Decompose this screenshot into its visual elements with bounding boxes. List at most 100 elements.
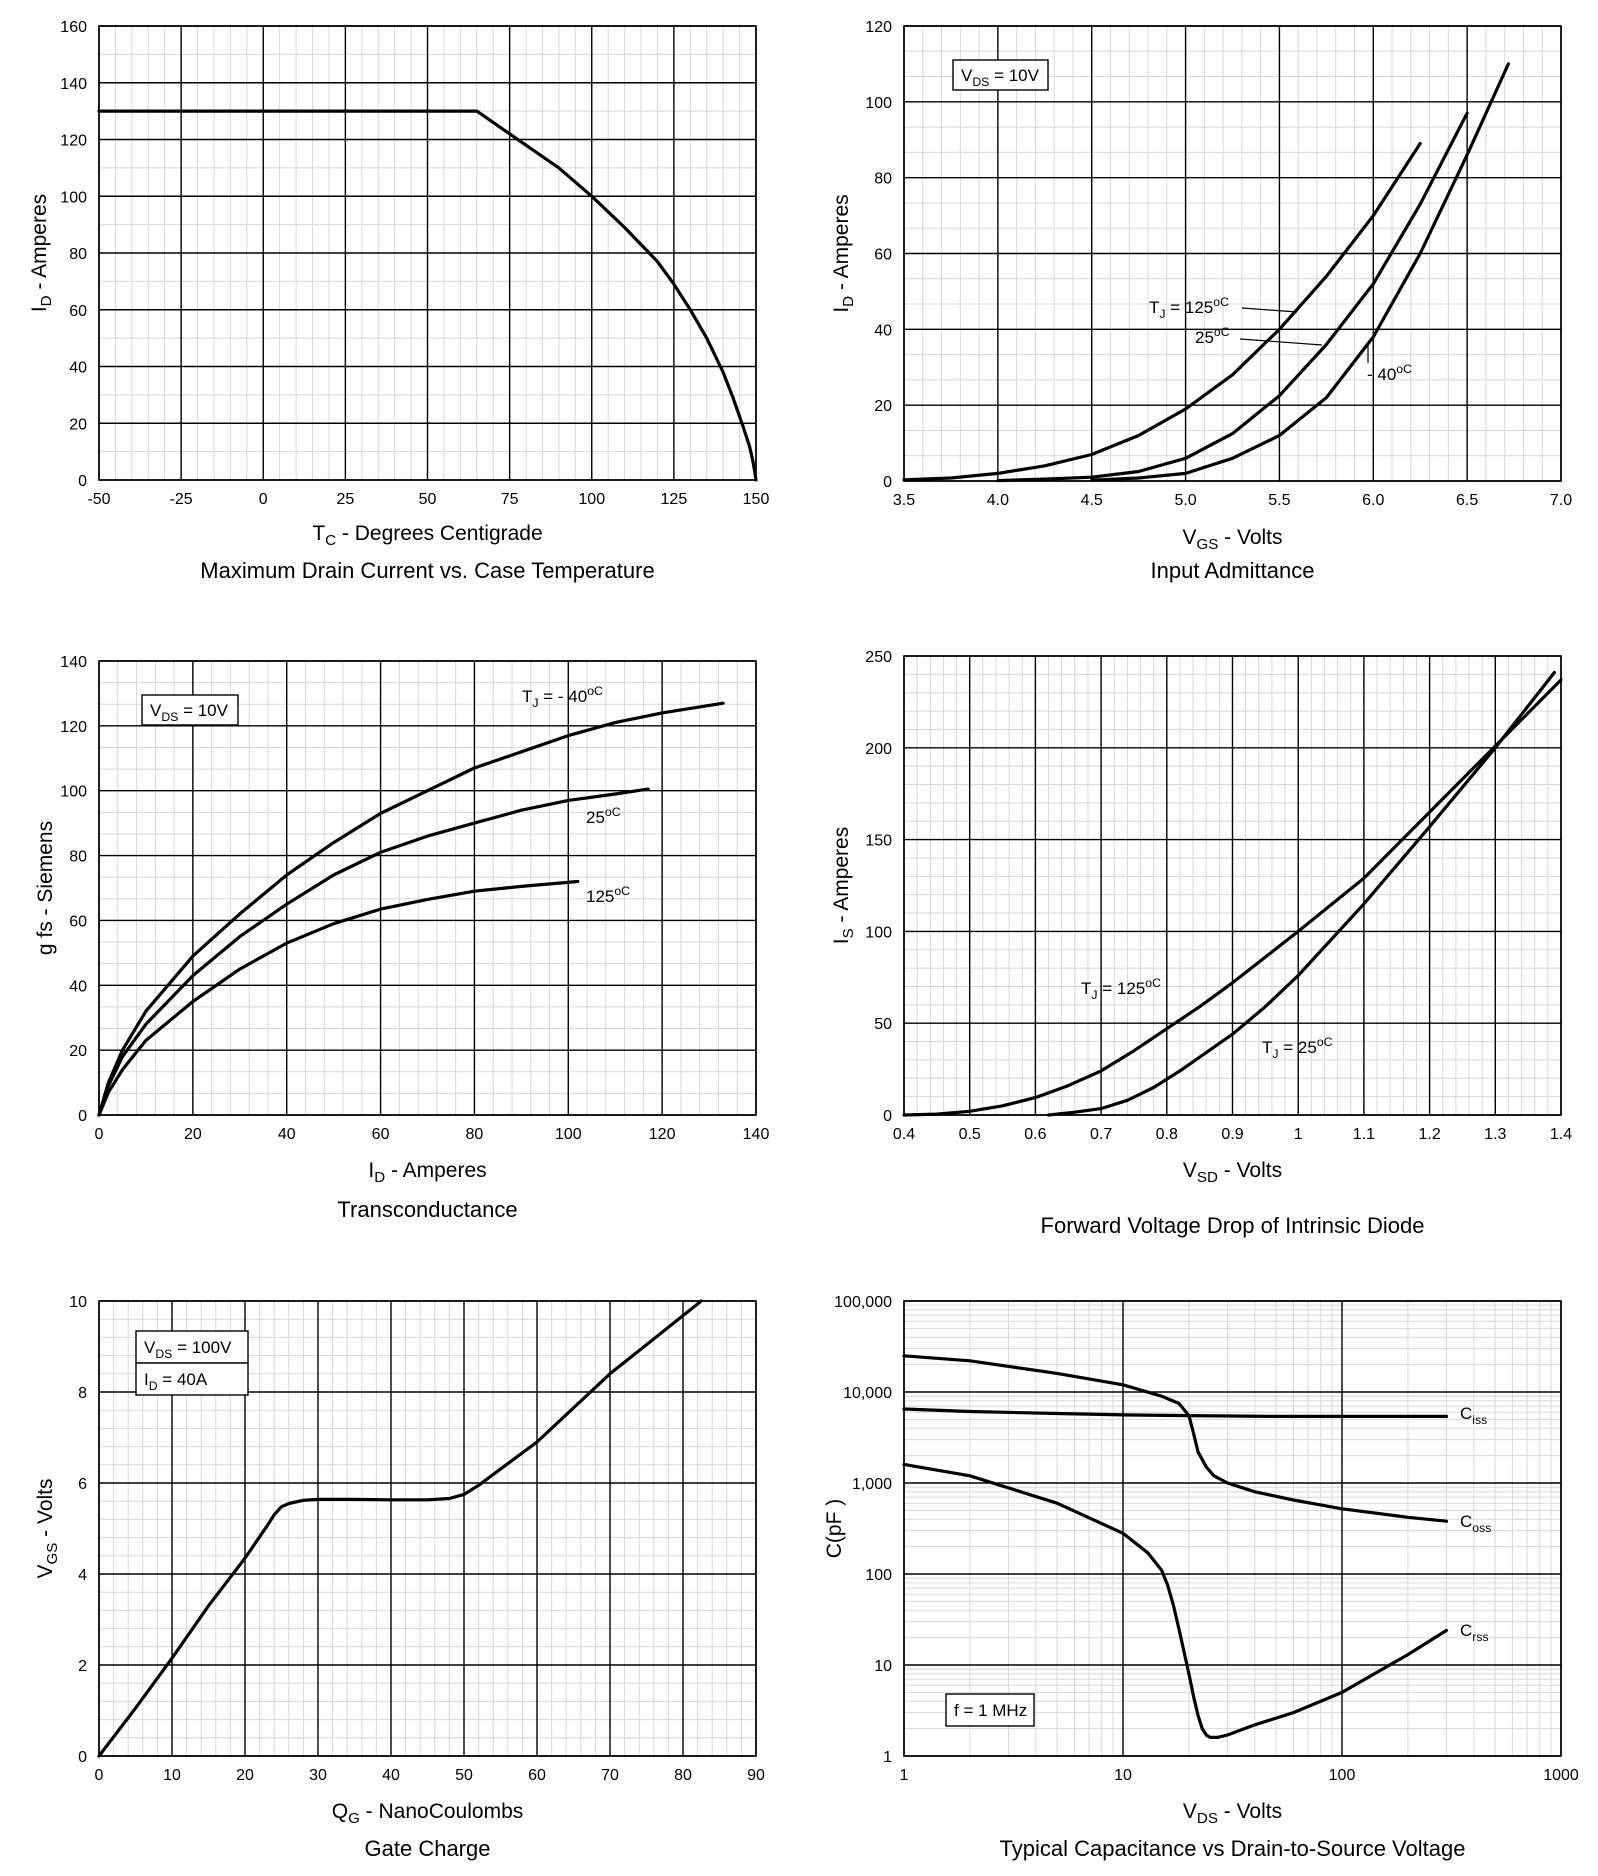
annotation-box: [945, 1693, 1035, 1727]
x-tick-label: 50: [419, 491, 437, 508]
series-label: TJ = 25oC: [1262, 1035, 1333, 1061]
annotation-box: [952, 59, 1049, 91]
y-tick-label: 160: [60, 19, 87, 36]
x-tick-label: 0.9: [1221, 1126, 1243, 1143]
annotation-text: ID = 40A: [144, 1370, 208, 1393]
y-tick-label: 60: [69, 913, 87, 930]
x-tick-label: 0: [95, 1126, 104, 1143]
gridlines: [903, 655, 1562, 1116]
x-tick-label: 5.5: [1268, 492, 1290, 509]
chart-max-drain-current: -50 -25 0 25 50 75 100 125 150 0 20 40 60 80 100 120 140…: [28, 19, 769, 583]
series-line-tj-40c: [97, 701, 725, 1117]
x-tick-label: 0: [259, 491, 268, 508]
x-tick-label: 1.2: [1418, 1126, 1440, 1143]
x-tick-label: -25: [170, 491, 193, 508]
plot-frame: [903, 655, 1562, 1116]
label-leader: [1241, 307, 1298, 313]
y-tick-label: 10: [874, 1658, 892, 1675]
series-label: TJ = 125oC: [1149, 295, 1229, 321]
y-tick-label: 100: [60, 784, 87, 801]
y-tick-label: 10,000: [843, 1385, 892, 1402]
plot-frame: [98, 660, 757, 1116]
series-line-tj-25c: [1046, 670, 1556, 1117]
annotation-text: VDS = 10V: [961, 66, 1040, 89]
x-tick-label: 30: [309, 1767, 327, 1784]
plot-frame: [903, 25, 1562, 482]
y-tick-label: 140: [60, 76, 87, 93]
x-tick-label: 140: [743, 1126, 770, 1143]
x-tick-label: 60: [372, 1126, 390, 1143]
x-tick-label: 1: [900, 1767, 909, 1784]
x-axis-title: ID - Amperes: [368, 1159, 486, 1186]
y-tick-label: 140: [60, 654, 87, 671]
y-tick-label: 60: [69, 303, 87, 320]
x-tick-label: 0.8: [1156, 1126, 1178, 1143]
x-tick-label: 125: [661, 491, 688, 508]
chart-title: Maximum Drain Current vs. Case Temperatu…: [200, 558, 654, 583]
y-tick-label: 80: [874, 171, 892, 188]
chart-input-admittance: 3.5 4.0 4.5 5.0 5.5 6.0 6.5 7.0 0 20 40 60 80 100 120 T…: [830, 19, 1572, 583]
x-axis-title: QG - NanoCoulombs: [332, 1800, 524, 1827]
x-tick-label: 150: [743, 491, 770, 508]
annotation-box: [135, 1330, 249, 1364]
x-axis-title: TC - Degrees Centigrade: [312, 522, 542, 549]
y-tick-label: 6: [78, 1476, 87, 1493]
y-tick-label: 50: [874, 1016, 892, 1033]
x-tick-label: 40: [278, 1126, 296, 1143]
x-tick-label: 20: [184, 1126, 202, 1143]
y-tick-label: 120: [60, 133, 87, 150]
series-line-ciss: [902, 1407, 1449, 1418]
x-tick-label: 70: [601, 1767, 619, 1784]
series-line-tj-125c: [97, 879, 580, 1117]
x-tick-label: 0: [95, 1767, 104, 1784]
chart-forward-voltage-drop: 0.4 0.5 0.6 0.7 0.8 0.9 1 1.1 1.2 1.3 1.4 0 50 100 150…: [830, 649, 1572, 1238]
x-tick-label: 60: [528, 1767, 546, 1784]
x-tick-label: 25: [336, 491, 354, 508]
x-tick-label: 90: [747, 1767, 765, 1784]
y-axis-title: g fs - Siemens: [34, 821, 57, 955]
x-tick-label: 10: [1114, 1767, 1132, 1784]
y-tick-label: 4: [78, 1567, 87, 1584]
y-axis-title: ID - Amperes: [830, 194, 857, 312]
chart-gate-charge: 0 10 20 30 40 50 60 70 80 90 0 2 4 6 8 10 VDS = 100V ID =…: [34, 1294, 765, 1861]
y-tick-label: 1: [883, 1749, 892, 1766]
series-label: 25oC: [586, 805, 621, 827]
chart-title: Input Admittance: [1151, 558, 1315, 583]
x-tick-label: 4.0: [987, 492, 1009, 509]
plot-frame: [98, 25, 757, 481]
x-tick-label: 1: [1294, 1126, 1303, 1143]
x-axis-title: VSD - Volts: [1183, 1159, 1282, 1186]
chart-transconductance: 0 20 40 60 80 100 120 140 0 20 40 60 80 100 120 140 TJ =…: [34, 654, 769, 1222]
series-line-tj-125c: [902, 678, 1563, 1117]
y-tick-label: 0: [883, 474, 892, 491]
y-tick-label: 100,000: [834, 1294, 892, 1311]
x-tick-label: 0.7: [1090, 1126, 1112, 1143]
x-axis-title: VDS - Volts: [1183, 1800, 1282, 1827]
y-tick-label: 80: [69, 849, 87, 866]
y-tick-label: 200: [865, 741, 892, 758]
annotation-text: VDS = 10V: [150, 701, 229, 724]
chart-typical-capacitance: 1 10 100 1000 1 10 100 1,000 10,000 100,000 Ciss Co…: [823, 1294, 1579, 1861]
series-label: Crss: [1460, 1621, 1489, 1644]
x-axis-title: VGS - Volts: [1182, 526, 1282, 553]
x-tick-label: 6.0: [1362, 492, 1384, 509]
y-tick-label: 8: [78, 1385, 87, 1402]
chart-title: Typical Capacitance vs Drain-to-Source V…: [1000, 1836, 1466, 1861]
y-tick-label: 120: [865, 19, 892, 36]
y-tick-label: 40: [69, 978, 87, 995]
x-tick-label: 1.3: [1484, 1126, 1506, 1143]
y-axis-title: IS - Amperes: [830, 827, 857, 944]
x-tick-label: 100: [578, 491, 605, 508]
y-tick-label: 0: [883, 1108, 892, 1125]
series-label: TJ = 125oC: [1081, 976, 1161, 1002]
y-tick-label: 250: [865, 649, 892, 666]
series-label: Ciss: [1460, 1404, 1487, 1427]
series-line-tj-25c: [996, 111, 1469, 483]
series-line-tj-125c: [902, 141, 1422, 482]
series-label: 25oC: [1195, 325, 1230, 347]
y-tick-label: 100: [60, 189, 87, 206]
series-line-v-gs: [97, 1299, 703, 1758]
x-tick-label: 100: [1329, 1767, 1356, 1784]
label-leader: [1239, 338, 1323, 346]
